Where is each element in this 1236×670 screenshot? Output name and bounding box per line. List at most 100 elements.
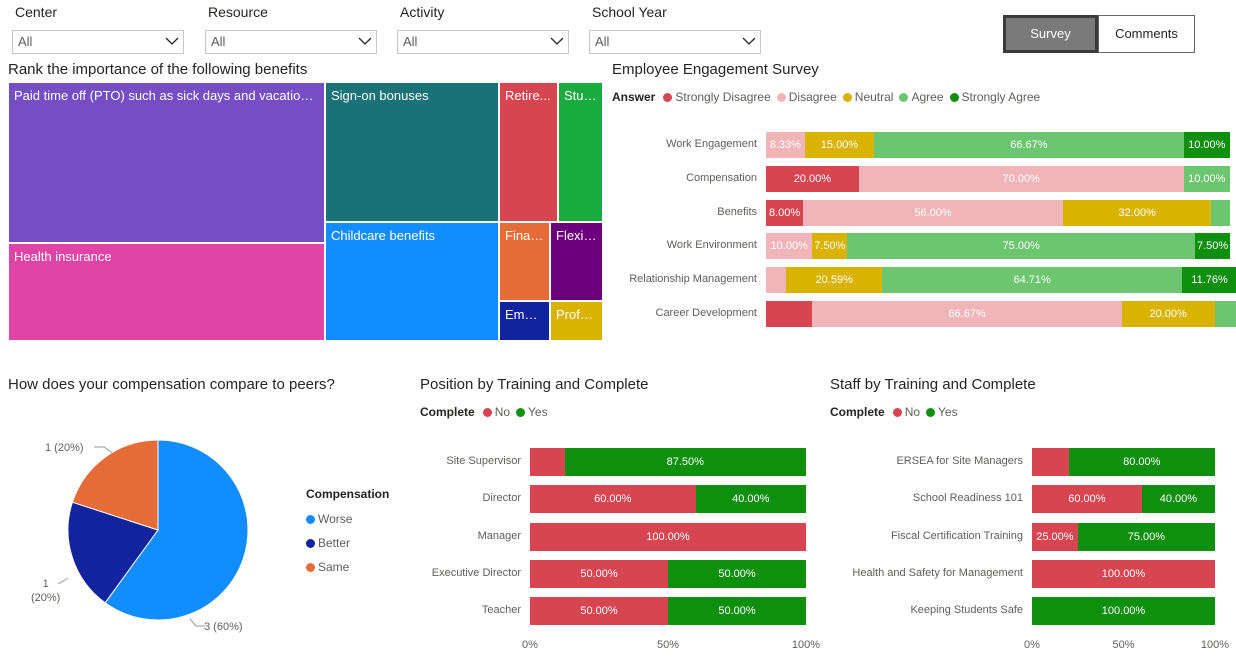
bar-segment-yes: 100.00%: [1032, 597, 1215, 626]
bar-segment-disagree: [766, 267, 787, 294]
slicer-school-year-value: All: [595, 34, 610, 49]
bar-segment-neutral: 32.00%: [1062, 199, 1212, 226]
slicer-resource-dropdown[interactable]: All: [205, 30, 377, 54]
legend-item-neutral: Neutral: [842, 90, 894, 104]
chevron-down-icon: [165, 37, 179, 45]
slicer-resource-value: All: [211, 34, 226, 49]
slicer-school-year-dropdown[interactable]: All: [589, 30, 761, 54]
legend-item-no: No: [482, 405, 511, 419]
engagement-title: Employee Engagement Survey: [612, 61, 819, 78]
compensation-legend: Compensation Worse Better Same: [306, 487, 389, 579]
legend-title: Answer: [612, 90, 656, 104]
x-tick-label: 100%: [791, 638, 821, 651]
chevron-down-icon: [358, 37, 372, 45]
data-label: 8.33%: [769, 139, 801, 151]
data-label: 25.00%: [1036, 530, 1074, 543]
legend-dot-icon: [892, 407, 902, 417]
bar-segment-agree: 75.00%: [847, 233, 1196, 260]
slicer-school-year: School Year All: [589, 4, 761, 54]
treemap-tile-empl: Empl...: [499, 301, 550, 341]
category-label-work-environment: Work Environment: [666, 239, 757, 252]
bar-segment-agree: 64.71%: [882, 267, 1183, 294]
data-label: 8.00%: [768, 206, 801, 219]
bar-segment-agree: [1214, 301, 1236, 327]
data-label: 50.00%: [580, 605, 618, 618]
pie-leader-line: [58, 577, 69, 584]
legend-label: Strongly Agree: [961, 90, 1041, 104]
bar-segment-strongly-disagree: 20.00%: [766, 165, 859, 192]
comments-button[interactable]: Comments: [1098, 15, 1195, 53]
data-label: 50.00%: [580, 567, 618, 580]
slicer-activity-value: All: [403, 34, 418, 49]
survey-button[interactable]: Survey: [1003, 15, 1098, 53]
pie-label-worse: 3 (60%): [204, 621, 243, 633]
legend-item-better: Better: [306, 531, 389, 555]
pie-label-same: 1 (20%): [45, 442, 84, 454]
legend-dot-icon: [776, 92, 786, 102]
bar-segment-no: 100.00%: [530, 522, 806, 551]
data-label: 56.00%: [914, 206, 952, 219]
pie-label-better: 1 (20%): [31, 577, 60, 605]
bar-segment-yes: 50.00%: [668, 559, 806, 588]
slicer-activity-dropdown[interactable]: All: [397, 30, 569, 54]
slicer-center-title: Center: [15, 4, 58, 20]
slicer-resource: Resource All: [205, 4, 377, 54]
data-label: 40.00%: [1159, 493, 1198, 506]
category-label-relationship-management: Relationship Management: [629, 273, 757, 286]
bar-segment-yes: 40.00%: [695, 485, 806, 514]
bar-segment-neutral: 20.59%: [786, 267, 882, 294]
legend-title: Compensation: [306, 487, 390, 501]
legend-label: No: [494, 405, 511, 419]
data-label: 75.00%: [1002, 240, 1040, 253]
legend-label: Worse: [318, 512, 353, 526]
legend-dot-icon: [663, 92, 673, 102]
chevron-down-icon: [550, 37, 564, 45]
category-label-ersea-for-site-managers: ERSEA for Site Managers: [896, 455, 1023, 467]
slicer-center-dropdown[interactable]: All: [12, 30, 184, 54]
treemap-tile-finan: Finan...: [499, 222, 550, 301]
data-label: 66.67%: [948, 308, 986, 320]
category-label-teacher: Teacher: [481, 604, 521, 617]
bar-segment-no: 60.00%: [1032, 485, 1142, 514]
bar-segment-no: 50.00%: [530, 559, 668, 588]
data-label: 50.00%: [718, 567, 756, 580]
category-label-fiscal-certification-training: Fiscal Certification Training: [890, 529, 1023, 542]
data-label: 75.00%: [1127, 530, 1166, 543]
bar-segment-yes: 87.50%: [564, 448, 806, 476]
bar-segment-disagree: 56.00%: [803, 199, 1063, 226]
legend-dot-icon: [482, 407, 492, 417]
slicer-resource-title: Resource: [208, 4, 268, 20]
data-label: 40.00%: [732, 493, 770, 506]
legend-item-yes: Yes: [926, 405, 958, 419]
legend-dot-icon: [949, 92, 959, 102]
pie-slice-better: [67, 501, 159, 604]
slicer-school-year-title: School Year: [592, 4, 667, 20]
data-label: 20.00%: [793, 172, 832, 185]
data-label: 10.00%: [1188, 172, 1226, 185]
category-label-executive-director: Executive Director: [431, 566, 521, 579]
position-title: Position by Training and Complete: [420, 376, 649, 393]
engagement-legend: Answer Strongly Disagree Disagree Neutral Ag…: [612, 90, 1046, 104]
bar-segment-no: [530, 448, 565, 476]
treemap-tile-childcare-benefits: Childcare benefits: [325, 222, 499, 341]
category-label-work-engagement: Work Engagement: [666, 138, 757, 150]
data-label: 100.00%: [646, 530, 690, 543]
bar-segment-agree: [1211, 199, 1230, 226]
benefits-treemap: Paid time off (PTO) such as sick days an…: [8, 82, 603, 341]
pie-leader-line: [94, 446, 113, 454]
compensation-pie-chart: [58, 439, 249, 627]
legend-item-yes: Yes: [516, 405, 548, 419]
legend-label: Same: [318, 560, 350, 574]
staff-title: Staff by Training and Complete: [830, 376, 1036, 393]
pie-label-count: 1: [42, 578, 49, 590]
x-tick-label: 0%: [1024, 638, 1040, 651]
legend-dot-icon: [306, 538, 315, 548]
pie-leader-line: [189, 618, 205, 627]
data-label: 100.00%: [1101, 605, 1146, 618]
pie-slice-worse: [104, 439, 249, 621]
category-label-keeping-students-safe: Keeping Students Safe: [910, 604, 1023, 617]
legend-label: Disagree: [788, 90, 837, 104]
legend-label: Neutral: [854, 90, 894, 104]
data-label: 7.50%: [814, 240, 846, 253]
data-label: 60.00%: [1068, 493, 1106, 506]
